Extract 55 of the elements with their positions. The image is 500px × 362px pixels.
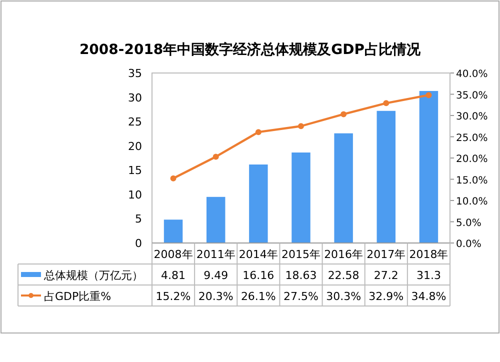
point [212, 154, 219, 160]
y2-tick-label: 40.0% [456, 69, 488, 80]
x-tick-label: 2018年 [409, 248, 448, 261]
x-tick-label: 2008年 [154, 248, 193, 261]
bar [164, 220, 183, 243]
x-tick-label: 2015年 [282, 248, 320, 261]
data-label: 31.3 [416, 269, 441, 282]
y-tick-label: 10 [128, 188, 142, 202]
data-label: 15.2% [156, 290, 191, 303]
x-tick-label: 2014年 [238, 248, 278, 261]
point [426, 92, 432, 98]
data-label: 9.49 [204, 269, 228, 282]
x-tick-label: 2017年 [366, 248, 406, 261]
legend-label: 总体规模（万亿元） [43, 269, 143, 282]
y2-tick-label: 5.0% [456, 218, 482, 229]
data-label: 27.2 [374, 269, 398, 282]
y-tick-label: 15 [128, 164, 142, 178]
y-tick-label: 20 [128, 140, 142, 153]
y2-tick-label: 20.0% [456, 154, 488, 165]
bar [206, 196, 226, 243]
data-label: 4.81 [161, 269, 186, 282]
point [170, 175, 176, 182]
y-tick-label: 35 [128, 67, 142, 80]
x-tick-label: 2016年 [324, 248, 364, 261]
point [340, 111, 347, 118]
bar [376, 110, 396, 243]
y-tick-label: 25 [128, 116, 142, 129]
bar [249, 164, 268, 243]
y-tick-label: 5 [135, 212, 142, 226]
point [255, 129, 262, 136]
y2-tick-label: 35.0% [456, 90, 488, 102]
data-label: 32.9% [368, 290, 404, 303]
data-label: 34.8% [411, 290, 446, 303]
bar [292, 152, 310, 243]
y-tick-label: 30 [128, 91, 142, 104]
bar [334, 133, 353, 243]
data-label: 27.5% [284, 290, 318, 303]
point [383, 100, 390, 106]
y2-tick-label: 25.0% [456, 132, 488, 144]
data-label: 18.63 [285, 269, 317, 282]
data-label: 20.3% [198, 290, 234, 303]
data-label: 26.1% [240, 290, 276, 303]
y2-tick-label: 30.0% [456, 112, 488, 122]
x-tick-label: 2011年 [196, 248, 236, 261]
point [298, 123, 304, 130]
y-tick-label: 0 [135, 237, 142, 250]
y2-tick-label: 15.0% [456, 175, 488, 186]
bar [419, 90, 438, 243]
y2-tick-label: 10.0% [456, 196, 488, 208]
data-label: 30.3% [326, 290, 362, 303]
title: 2008-2018年中国数字经济总体规模及GDP占比情况 [79, 42, 421, 58]
legend-label: 占GDP比重% [44, 290, 112, 303]
y2-tick-label: 0.0% [456, 239, 482, 250]
data-label: 22.58 [328, 269, 360, 282]
data-label: 16.16 [242, 269, 274, 282]
